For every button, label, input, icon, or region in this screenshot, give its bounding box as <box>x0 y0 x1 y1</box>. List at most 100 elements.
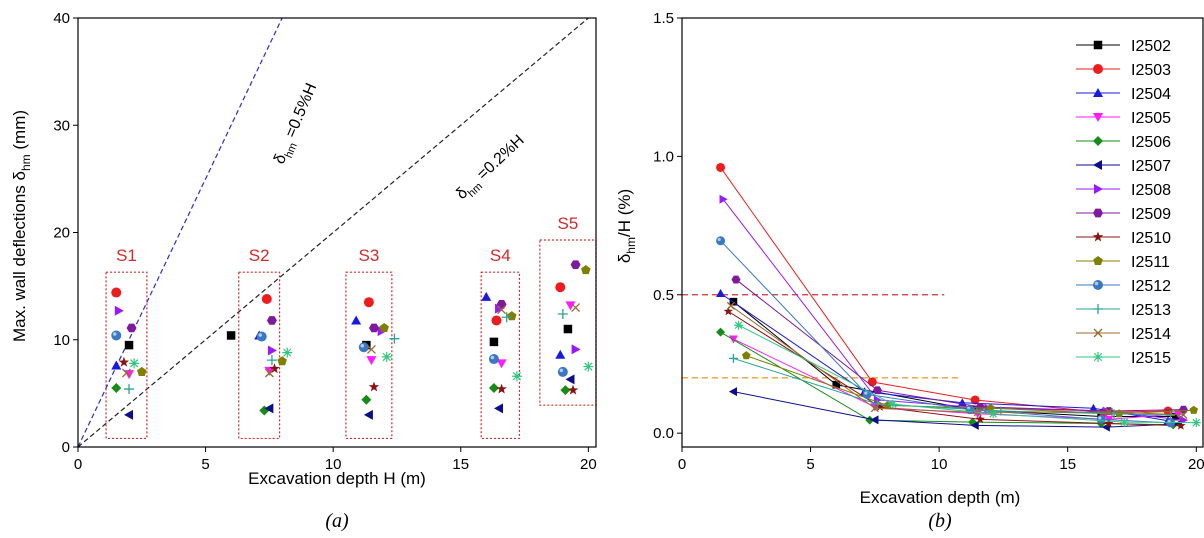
point-i2510-2 <box>368 381 380 392</box>
legend-label: I2513 <box>1131 302 1171 319</box>
panel-label-b: (b) <box>928 510 952 532</box>
reference-lines-b <box>682 294 960 379</box>
series-i2510 <box>723 306 1186 430</box>
point-i2514-2 <box>366 344 376 354</box>
point-i2506-0 <box>716 327 726 337</box>
group-box-s2 <box>238 271 281 440</box>
point-i2513-4 <box>557 309 568 320</box>
point-i2507-0 <box>124 409 134 420</box>
legend-item-i2511: I2511 <box>1076 254 1170 271</box>
legend-marker <box>1093 113 1103 122</box>
legend-label: I2508 <box>1131 182 1171 199</box>
point-i2515-2 <box>381 351 392 362</box>
point-i2505-2 <box>366 356 377 366</box>
reference-line-label-0.5: δhm =0.5%H <box>271 81 324 168</box>
legend-item-i2513: I2513 <box>1076 302 1171 319</box>
point-i2514-1 <box>264 368 274 378</box>
point-i2503-4 <box>555 282 566 293</box>
group-label-s5: S5 <box>558 214 579 233</box>
point-i2506-0 <box>111 383 122 394</box>
legend-label: I2502 <box>1131 38 1171 55</box>
legend-marker <box>1093 40 1103 50</box>
point-i2511-1 <box>277 356 287 366</box>
point-i2511-3 <box>507 311 517 321</box>
legend-marker <box>1093 136 1103 146</box>
point-i2510-0 <box>723 306 733 316</box>
point-i2502-1 <box>832 380 841 389</box>
point-i2510-3 <box>1104 418 1114 428</box>
point-i2508-0 <box>719 194 728 204</box>
legend-label: I2512 <box>1131 278 1171 295</box>
point-i2511-0 <box>137 366 147 376</box>
point-i2513-1 <box>266 355 277 366</box>
point-i2510-0 <box>118 356 130 367</box>
reference-line-label-0.2: δhm =0.2%H <box>453 132 530 206</box>
point-i2515-0 <box>734 320 744 330</box>
y-axis-title-b: δhm/H (%) <box>615 189 638 263</box>
point-i2503-1 <box>261 293 272 304</box>
series-i2512 <box>716 236 1176 428</box>
point-i2513-3 <box>501 312 512 323</box>
legend-item-i2515: I2515 <box>1076 350 1171 367</box>
series-i2503 <box>716 162 1173 417</box>
point-i2504-0 <box>111 360 122 370</box>
point-i2514-3 <box>1104 407 1113 416</box>
point-i2514-1 <box>870 404 879 413</box>
series-line <box>722 198 1184 421</box>
data-points-a <box>111 260 594 420</box>
point-i2513-0 <box>728 353 738 363</box>
point-i2514-4 <box>1179 410 1188 419</box>
point-i2512-0 <box>111 330 122 341</box>
point-i2504-2 <box>351 315 362 325</box>
plot-frame-b <box>681 17 1204 448</box>
legend-label: I2506 <box>1131 134 1171 151</box>
group-box-s3 <box>345 271 393 440</box>
point-i2507-1 <box>264 403 274 414</box>
x-axis-title-b: Excavation depth (m) <box>860 488 1021 507</box>
point-i2510-4 <box>567 384 579 395</box>
point-i2515-3 <box>511 371 522 382</box>
legend-label: I2510 <box>1131 230 1171 247</box>
y-ticks-a: 0 10 20 30 40 <box>53 10 78 456</box>
point-i2504-4 <box>555 349 566 359</box>
point-i2515-1 <box>282 347 293 358</box>
y-tick-label: 30 <box>53 117 70 134</box>
point-i2502-3 <box>489 337 499 347</box>
point-i2511-3 <box>1114 409 1124 418</box>
legend-marker <box>1094 184 1103 194</box>
x-tick-label: 20 <box>1188 456 1204 473</box>
group-label-s3: S3 <box>358 246 379 265</box>
point-i2510-3 <box>496 383 507 394</box>
x-axis-title-a: Excavation depth H (m) <box>248 469 426 488</box>
legend-marker <box>1093 280 1103 290</box>
x-tick-label: 0 <box>74 456 82 473</box>
legend-marker <box>1092 231 1104 242</box>
point-i2511-2 <box>379 322 389 333</box>
point-i2509-0 <box>731 275 741 284</box>
legend-marker <box>1093 64 1103 74</box>
point-i2514-0 <box>122 368 131 378</box>
data-series-b <box>716 162 1201 432</box>
x-tick-label: 0 <box>678 456 686 473</box>
point-i2510-1 <box>269 363 280 374</box>
y-ticks-b: 0.0 0.5 1.0 1.5 <box>653 10 682 442</box>
point-i2502-0 <box>124 340 134 350</box>
point-i2512-4 <box>557 366 568 377</box>
y-tick-label: 40 <box>53 10 70 27</box>
legend-label: I2511 <box>1131 254 1170 271</box>
legend-label: I2504 <box>1131 86 1171 103</box>
point-i2513-0 <box>124 384 135 395</box>
point-i2512-3 <box>1096 414 1106 424</box>
legend-item-i2502: I2502 <box>1076 38 1171 55</box>
point-i2515-4 <box>583 361 594 372</box>
y-tick-label: 10 <box>53 332 70 349</box>
point-i2507-0 <box>728 387 738 397</box>
legend-item-i2509: I2509 <box>1076 206 1171 223</box>
point-i2515-3 <box>1119 417 1129 427</box>
legend-item-i2505: I2505 <box>1076 110 1171 127</box>
point-i2507-2 <box>363 409 373 420</box>
series-line <box>733 301 1176 418</box>
point-i2507-3 <box>494 403 504 414</box>
point-i2506-4 <box>560 385 571 396</box>
x-ticks-b: 0 5 10 15 20 <box>678 447 1204 473</box>
